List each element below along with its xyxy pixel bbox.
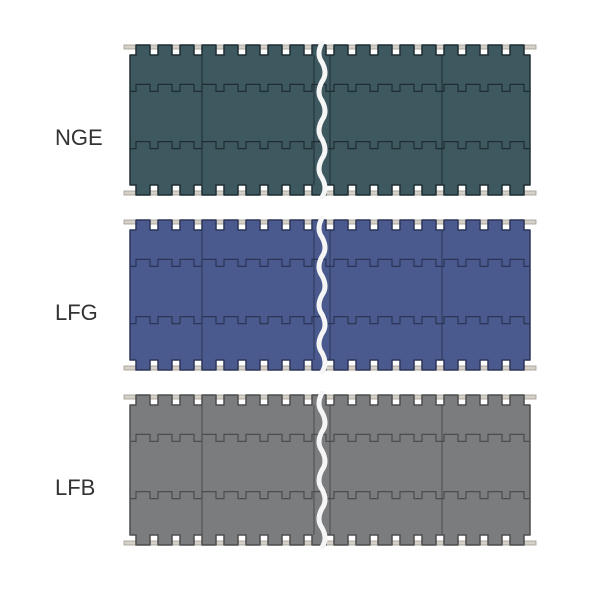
- belt-variants-figure: NGELFGLFB: [0, 0, 600, 600]
- belt-graphic: [0, 41, 600, 199]
- belt-graphic: [0, 216, 600, 374]
- belt-graphic: [0, 391, 600, 549]
